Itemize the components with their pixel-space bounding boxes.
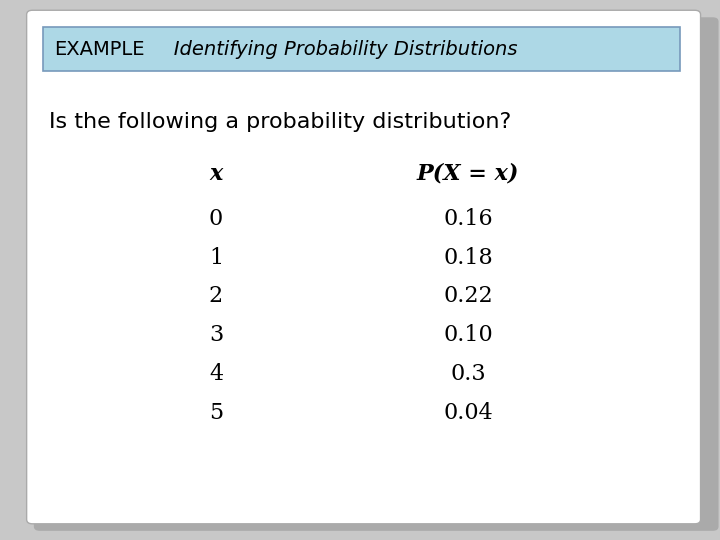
FancyBboxPatch shape (34, 17, 719, 531)
Text: Identifying Probability Distributions: Identifying Probability Distributions (155, 39, 517, 59)
Text: P(X = x): P(X = x) (417, 163, 519, 185)
FancyBboxPatch shape (43, 27, 680, 71)
Text: EXAMPLE: EXAMPLE (54, 39, 145, 59)
Text: x: x (210, 163, 222, 185)
Text: 0.22: 0.22 (444, 286, 492, 307)
Text: Is the following a probability distribution?: Is the following a probability distribut… (49, 111, 511, 132)
Text: 0.16: 0.16 (444, 208, 492, 230)
Text: 0.04: 0.04 (443, 402, 493, 424)
Text: 3: 3 (209, 325, 223, 346)
Text: 0.3: 0.3 (450, 363, 486, 385)
Text: 4: 4 (209, 363, 223, 385)
Text: 0.10: 0.10 (443, 325, 493, 346)
Text: 0: 0 (209, 208, 223, 230)
Text: 1: 1 (209, 247, 223, 268)
Text: 0.18: 0.18 (443, 247, 493, 268)
Text: 5: 5 (209, 402, 223, 424)
FancyBboxPatch shape (27, 10, 701, 524)
Text: 2: 2 (209, 286, 223, 307)
